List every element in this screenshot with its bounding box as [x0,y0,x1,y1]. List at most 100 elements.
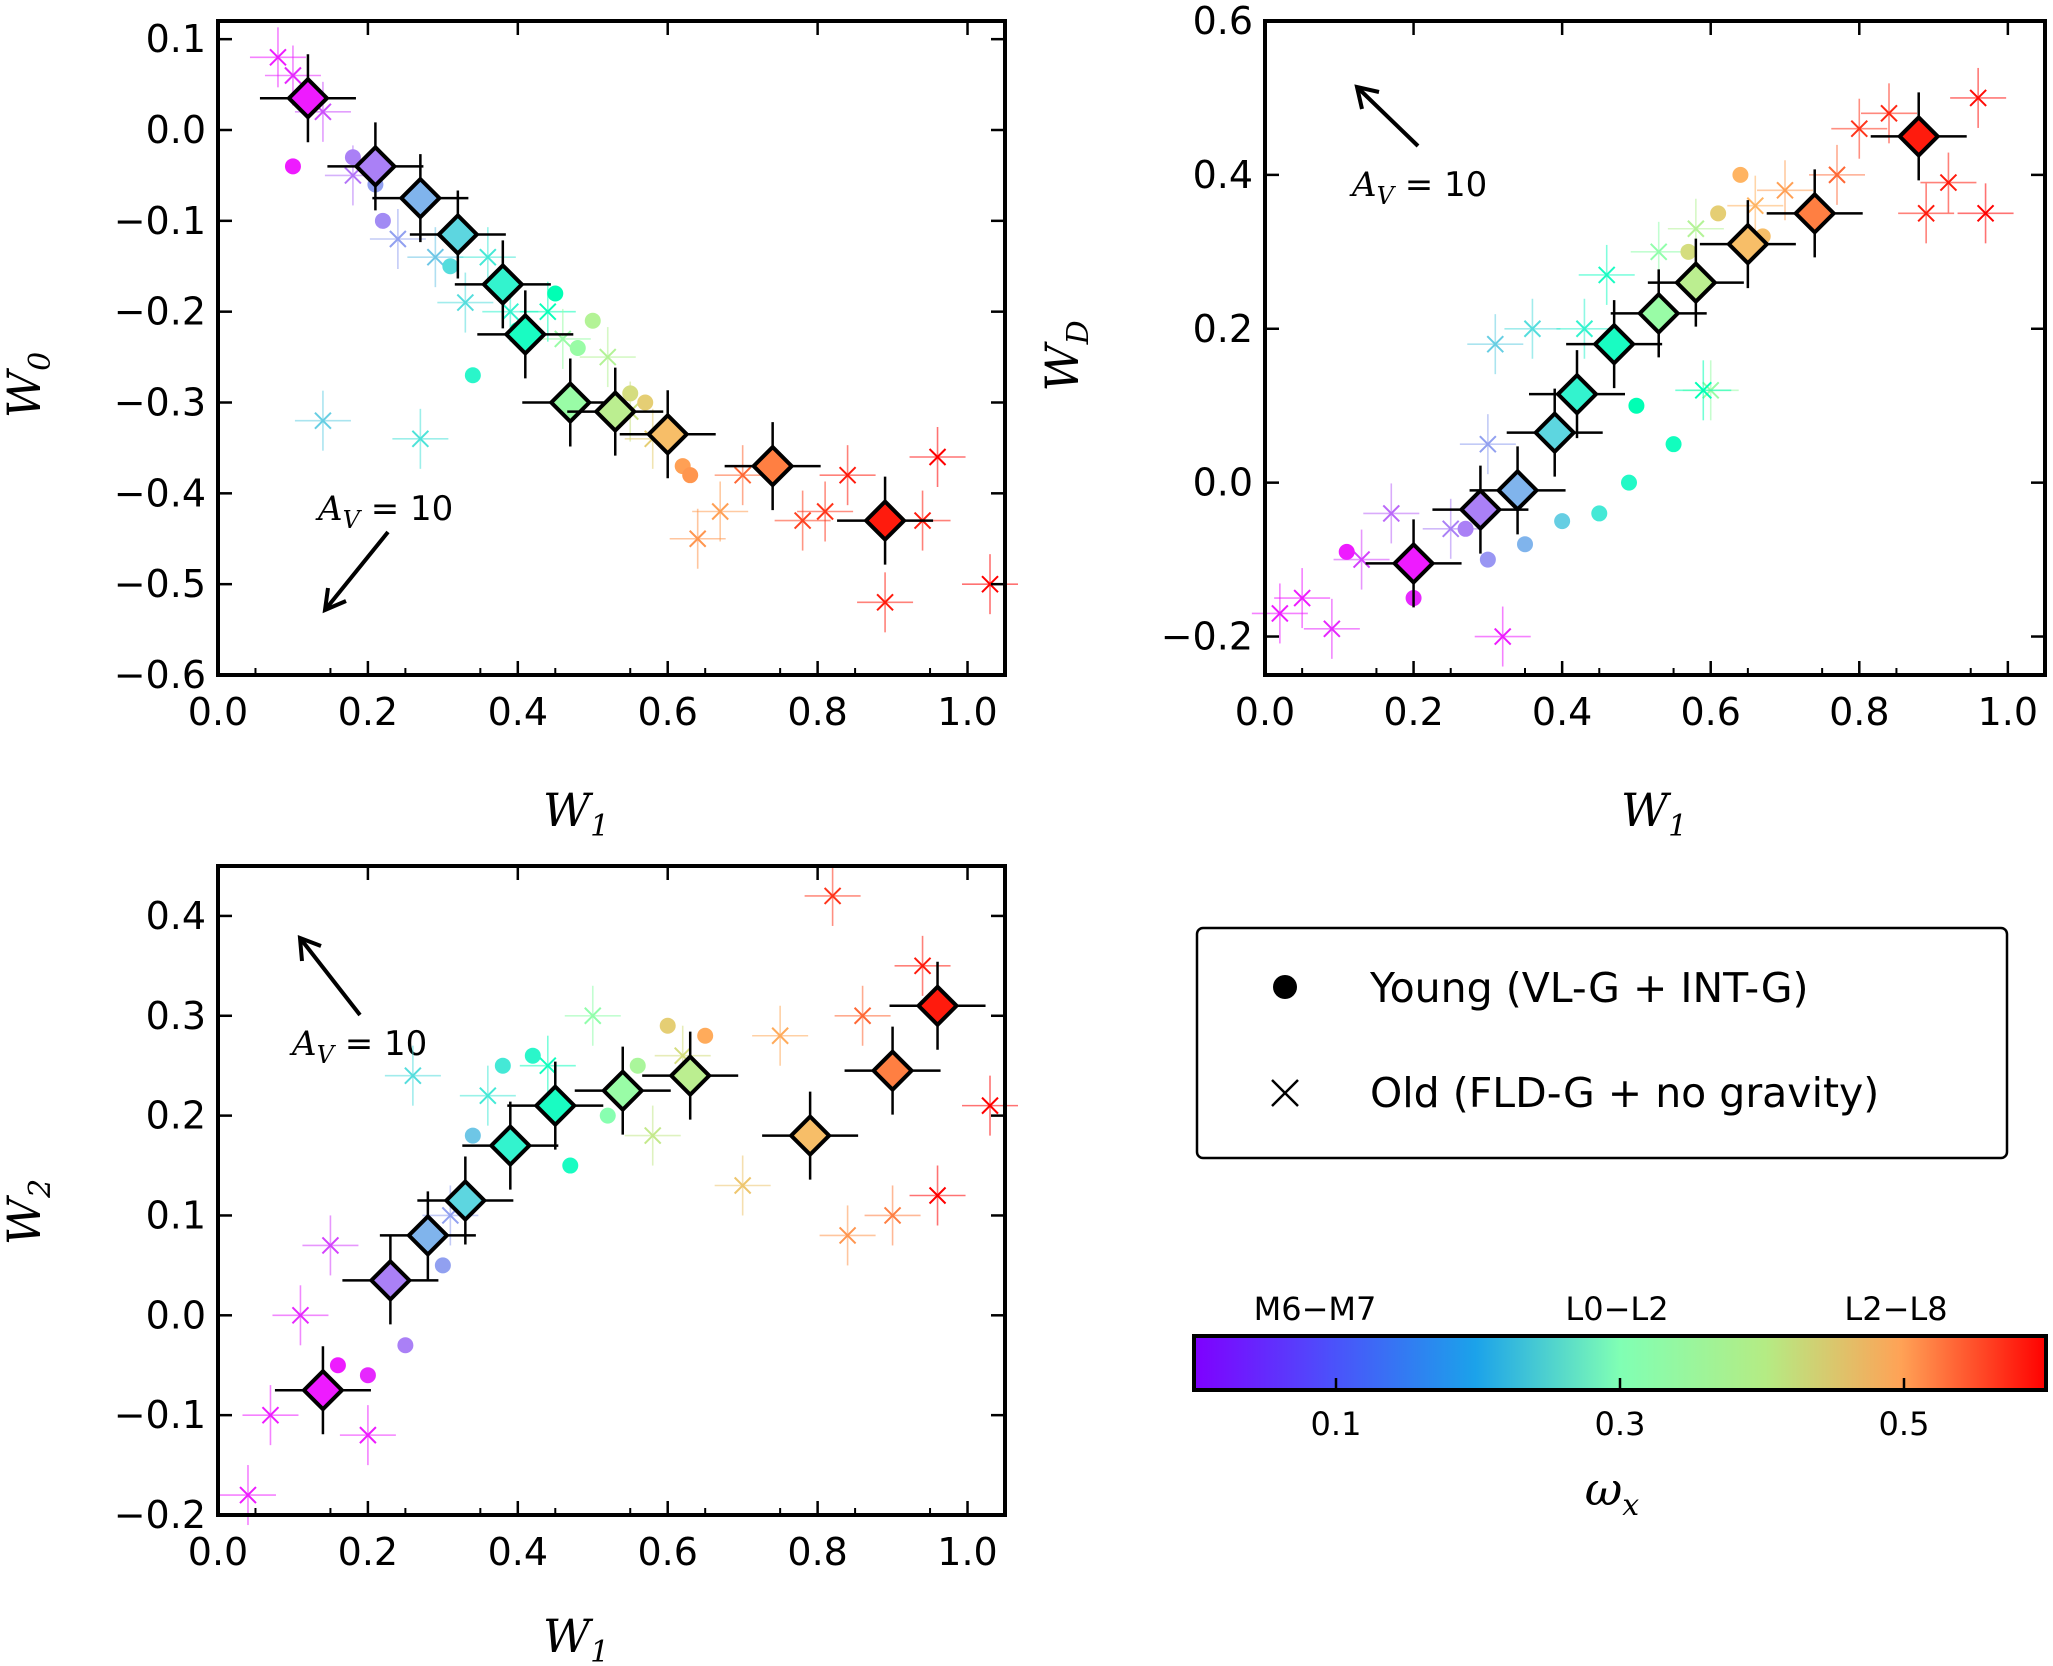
x-tick-label: 0.0 [188,690,248,734]
average-point [488,1123,533,1168]
young-point [494,1057,511,1074]
old-point [1939,173,1958,192]
old-point [883,1206,902,1225]
x-tick-label: 0.8 [787,690,847,734]
old-point [838,466,857,484]
old-point [359,1426,377,1444]
old-point [928,448,947,466]
old-point [284,66,302,85]
old-point [816,502,834,521]
old-point [1442,520,1460,538]
y-tick-label: −0.1 [114,199,206,243]
average-point [915,983,960,1028]
young-point [464,1127,481,1144]
average-point [1636,291,1681,336]
plot-area [249,27,1019,633]
extinction-arrow [297,934,362,1017]
extinction-arrow [1354,84,1420,148]
old-point [1850,120,1868,138]
old-point [599,348,617,366]
young-point [359,1367,376,1384]
extinction-label: AV = 10 [289,1024,427,1069]
average-point [1592,322,1636,366]
young-point [1591,505,1608,522]
old-point [1828,166,1846,184]
average-point [533,1083,578,1128]
old-point [539,302,557,321]
old-point [261,1406,280,1424]
old-point [1323,620,1341,638]
young-point [1621,474,1637,491]
old-point [733,466,752,484]
plot-area [1251,67,2014,667]
young-point [442,258,459,275]
y-tick-label: −0.2 [114,1493,206,1537]
legend-young-label: Young (VL-G + INT-G) [1369,964,1808,1012]
average-point [645,412,690,457]
y-tick-label: 0.2 [146,1094,206,1138]
average-point [406,1213,450,1258]
y-tick-label: 0.1 [146,1193,206,1237]
colorbar-top-label-1: M6−M7 [1254,1290,1377,1328]
old-point [1687,220,1705,238]
x-tick-label: 0.4 [488,690,548,734]
old-point [981,575,999,593]
average-point [1896,114,1941,159]
legend-old-label: Old (FLD-G + no gravity) [1370,1069,1879,1117]
old-point [501,302,520,321]
colorbar-tick-label: 0.3 [1595,1405,1646,1443]
old-point [1917,204,1935,223]
average-point [1726,222,1770,266]
y-tick-label: 0.3 [146,994,206,1038]
x-tick-label: 1.0 [937,690,997,734]
young-point [464,367,481,384]
old-point [456,293,475,312]
y-axis-label: W0 [0,352,58,418]
average-point [1792,191,1837,236]
average-point [286,76,330,121]
young-point [1457,520,1474,537]
colorbar-top-label-2: L0−L2 [1565,1290,1668,1328]
young-point [1338,543,1355,560]
old-point [1694,381,1712,400]
average-point [353,144,398,189]
y-tick-label: −0.2 [1161,615,1253,659]
old-point [539,1056,557,1075]
old-point [1880,104,1898,123]
x-tick-label: 0.2 [338,690,398,734]
extinction-arrow [322,530,390,614]
young-point [344,149,361,166]
old-point [479,1086,497,1105]
old-point [876,593,894,612]
old-point [733,1176,752,1195]
y-tick-label: −0.4 [114,471,206,515]
young-point [1479,551,1496,568]
old-point [793,511,812,530]
colorbar-tick-label: 0.1 [1311,1405,1362,1443]
x-tick-label: 0.8 [787,1530,847,1574]
young-point [599,1107,616,1124]
old-point [1650,243,1668,261]
young-point [1665,436,1682,453]
colorbar-top-label-3: L2−L8 [1844,1290,1947,1328]
average-point [480,262,525,307]
extinction-label: AV = 10 [1349,165,1487,210]
old-point [1746,196,1764,215]
old-point [688,530,707,548]
x-axis-label: W1 [1621,783,1687,844]
y-tick-label: 0.0 [1193,461,1253,505]
old-point [1293,589,1311,607]
x-axis-label: W1 [543,783,609,844]
average-point [503,312,548,357]
average-point [1555,372,1599,416]
old-point [584,1007,602,1025]
legend-young-marker [1273,975,1297,999]
x-tick-label: 1.0 [937,1530,997,1574]
old-point [928,1186,947,1205]
y-tick-label: 0.0 [146,1293,206,1337]
x-tick-label: 0.6 [637,1530,697,1574]
old-point [479,248,497,266]
young-point [1732,166,1749,183]
old-point [838,1226,857,1245]
old-point [1382,504,1400,523]
